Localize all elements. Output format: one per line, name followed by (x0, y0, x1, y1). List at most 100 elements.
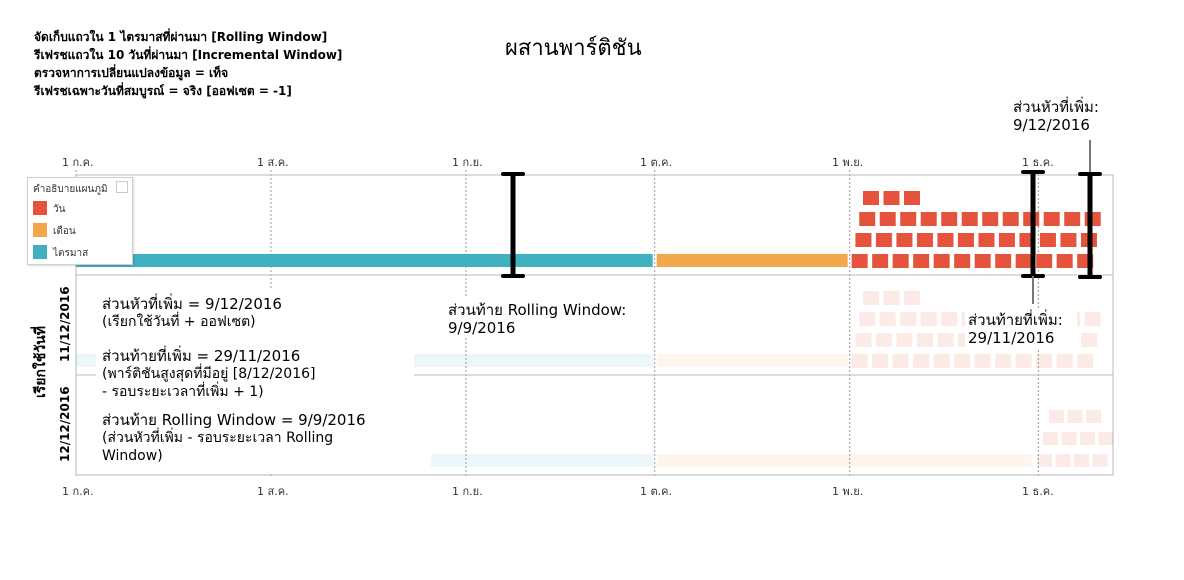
day-partition-bar-faded (1067, 410, 1083, 423)
day-partition-bar-faded (1056, 354, 1073, 368)
day-partition-bar (974, 254, 991, 268)
axis-tick-bottom: 1 ต.ค. (640, 485, 672, 498)
config-line: จัดเก็บแถวใน 1 ไตรมาสที่ผ่านมา [Rolling … (34, 30, 328, 44)
legend-swatch (33, 201, 47, 215)
note-line: ส่วนหัวที่เพิ่ม = 9/12/2016 (102, 295, 282, 313)
note-subline: (พาร์ติชันสูงสุดที่มีอยู่ [8/12/2016] (102, 366, 316, 382)
note-rolling-tail: ส่วนท้าย Rolling Window = 9/9/2016 (ส่วน… (102, 411, 366, 465)
day-partition-bar (859, 212, 876, 226)
day-partition-bar (913, 254, 930, 268)
day-partition-bar (1060, 233, 1077, 247)
day-partition-bar-faded (995, 354, 1012, 368)
day-partition-bar (892, 254, 909, 268)
axis-tick-top: 1 ส.ค. (257, 156, 289, 169)
day-partition-bar-faded (1098, 432, 1114, 445)
day-partition-bar-faded (883, 291, 900, 305)
day-partition-bar-faded (913, 354, 930, 368)
day-partition-bar-faded (1086, 410, 1101, 423)
row-label: 12/12/2016 (58, 386, 72, 462)
quarter-partition-bar (76, 254, 653, 267)
window-markers (501, 140, 1102, 304)
quarter-partition-bar-faded (431, 454, 653, 467)
day-partition-bar-faded (859, 312, 876, 326)
config-line: รีเฟรชแถวใน 10 วันที่ผ่านมา [Incremental… (34, 48, 343, 62)
legend-label: วัน (53, 204, 66, 215)
axis-tick-bottom: 1 ก.ค. (62, 485, 94, 498)
day-partition-bar (855, 233, 872, 247)
callout-line: 9/9/2016 (448, 319, 516, 337)
day-partition-bar (978, 233, 995, 247)
axis-tick-top: 1 พ.ย. (832, 156, 864, 169)
day-partition-bar (916, 233, 933, 247)
day-partition-bar (1039, 233, 1056, 247)
day-partition-bar (1015, 254, 1032, 268)
axis-tick-top: 1 ก.ค. (62, 156, 94, 169)
day-partition-bar-faded (1037, 454, 1052, 467)
page-title: ผสานพาร์ติชัน (505, 36, 642, 61)
day-partition-bar (982, 212, 999, 226)
axis-tick-top: 1 ก.ย. (452, 156, 483, 169)
day-partition-bar (1064, 212, 1081, 226)
day-partition-bar (872, 254, 889, 268)
note-line: ส่วนท้าย Rolling Window = 9/9/2016 (102, 411, 366, 429)
day-partition-bar (937, 233, 954, 247)
callout-rolling-tail: ส่วนท้าย Rolling Window: 9/9/2016 (448, 301, 626, 337)
note-subline: Window) (102, 448, 163, 464)
day-partition-bar (879, 212, 896, 226)
day-partition-bar (961, 212, 978, 226)
day-partition-bar (903, 191, 920, 205)
day-partition-bar-faded (1074, 454, 1089, 467)
day-partition-bar-faded (1092, 454, 1108, 467)
note-incr-head: ส่วนหัวที่เพิ่ม = 9/12/2016 (เรียกใช้วัน… (102, 295, 282, 331)
row-label: 11/12/2016 (58, 286, 72, 362)
day-partition-bar (896, 233, 913, 247)
day-partition-bar-faded (1043, 432, 1058, 445)
day-partition-bar (883, 191, 900, 205)
day-partition-bar-faded (974, 354, 991, 368)
day-partition-bar-faded (896, 333, 913, 347)
day-partition-bar (941, 212, 958, 226)
day-partition-bar-faded (941, 312, 958, 326)
axis-tick-bottom: 1 ธ.ค. (1022, 485, 1054, 498)
day-partition-bar (1056, 254, 1073, 268)
day-partition-bar-faded (1080, 432, 1095, 445)
legend-label: เดือน (53, 226, 76, 237)
day-partition-bar-faded (1055, 454, 1071, 467)
day-partition-bar (933, 254, 950, 268)
day-partition-bar-faded (862, 291, 879, 305)
day-partition-bar (1036, 254, 1053, 268)
callout-incr-tail: ส่วนท้ายที่เพิ่ม: 29/11/2016 (968, 311, 1063, 347)
legend: คำอธิบายแผนภูมิ วัน เดือน ไตรมาส (27, 177, 133, 265)
month-partition-bar-faded (656, 454, 1032, 467)
note-subline: - รอบระยะเวลาที่เพิ่ม + 1) (102, 384, 264, 400)
day-partition-bar-faded (1015, 354, 1032, 368)
day-partition-bar (900, 212, 917, 226)
callout-incr-head: ส่วนหัวที่เพิ่ม: 9/12/2016 (1013, 98, 1099, 134)
day-partition-bar-faded (1036, 354, 1053, 368)
day-partition-bar (920, 212, 937, 226)
legend-swatch (33, 223, 47, 237)
callout-line: ส่วนหัวที่เพิ่ม: (1013, 98, 1099, 116)
note-line: ส่วนท้ายที่เพิ่ม = 29/11/2016 (102, 347, 301, 365)
axis-tick-bottom: 1 ก.ย. (452, 485, 483, 498)
axis-tick-bottom: 1 ส.ค. (257, 485, 289, 498)
legend-toggle-box[interactable] (116, 181, 128, 193)
y-axis-label: เรียกใช้วันที่ (33, 326, 49, 398)
day-partition-bar (875, 233, 892, 247)
axis-tick-bottom: 1 พ.ย. (832, 485, 864, 498)
day-partition-bar-faded (916, 333, 933, 347)
day-partition-bar (998, 233, 1015, 247)
day-partition-bar-faded (1084, 312, 1101, 326)
callout-line: ส่วนท้ายที่เพิ่ม: (968, 311, 1063, 329)
day-partition-bar (851, 254, 868, 268)
day-partition-bar-faded (855, 333, 872, 347)
callout-line: ส่วนท้าย Rolling Window: (448, 301, 627, 319)
day-partition-bar-faded (937, 333, 954, 347)
month-partition-bar (656, 254, 848, 267)
axis-tick-top: 1 ต.ค. (640, 156, 672, 169)
config-line: ตรวจหาการเปลี่ยนแปลงข้อมูล = เท็จ (34, 66, 229, 80)
day-partition-bar-faded (920, 312, 937, 326)
day-partition-bar-faded (851, 354, 868, 368)
note-incr-tail: ส่วนท้ายที่เพิ่ม = 29/11/2016 (พาร์ติชัน… (102, 347, 315, 401)
day-partition-bar (957, 233, 974, 247)
